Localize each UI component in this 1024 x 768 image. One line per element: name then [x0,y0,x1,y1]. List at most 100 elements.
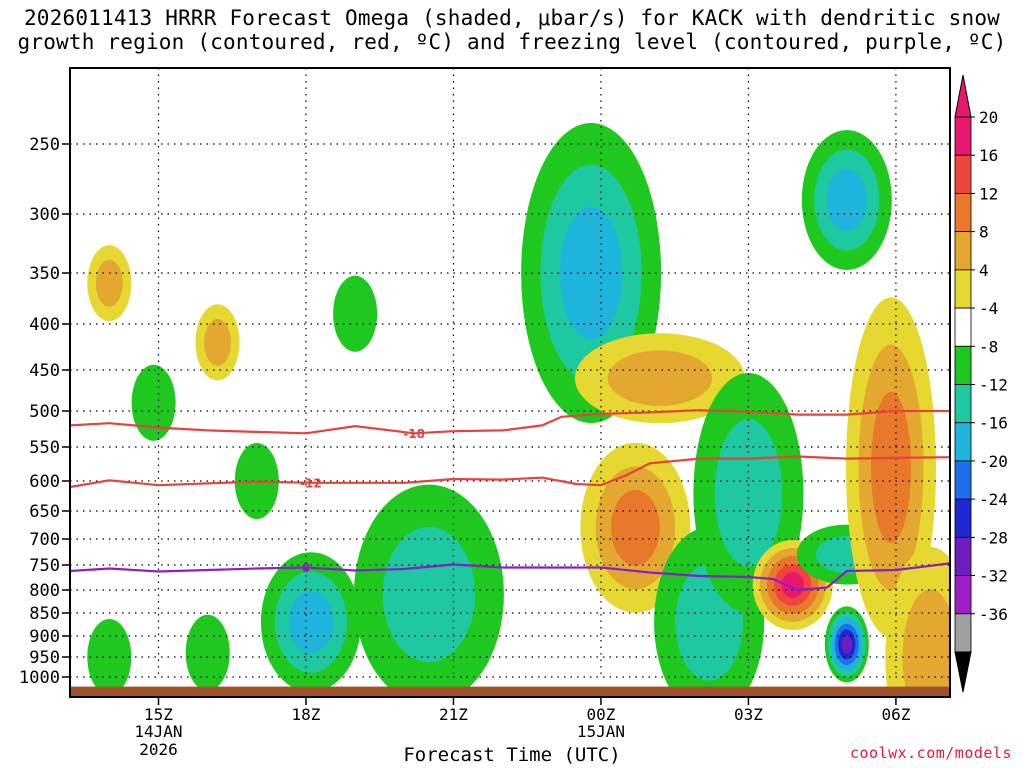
colorbar-label: 20 [979,108,998,127]
colorbar-top-arrow [954,74,972,118]
colorbar-label: 12 [979,184,998,203]
omega-contour-12 [871,391,911,543]
plot-frame [69,67,951,698]
colorbar-segment [954,345,972,385]
omega-region [574,333,745,424]
colorbar: 20 16 12 8 4 -4 -8 -12 -16 -20 -24 -28 -32 -36 [954,74,1008,693]
colorbar-segment [954,116,972,156]
colorbar-label: 8 [979,223,989,242]
plot-area [70,123,950,697]
omega-contour--16 [288,591,334,654]
colorbar-segment [954,575,972,615]
temperature-contours: -18 -12 0 [69,409,951,592]
colorbar-label: 4 [979,261,989,280]
colorbar-segment [954,307,972,347]
omega-region [885,547,950,697]
colorbar-segment [954,384,972,424]
y-axis: 250 300 350 400 450 500 550 600 650 700 750 800 850 9… [19,135,70,688]
y-tick-label: 900 [29,627,60,647]
omega-region [824,606,869,683]
x-tick-year: 2026 [139,740,178,759]
x-tick-date: 15JAN [577,722,625,741]
omega-contour--16 [826,168,867,232]
omega-contour--28 [841,635,853,654]
contour-2 [69,562,951,592]
colorbar-segment [954,536,972,576]
y-tick-label: 850 [29,604,60,624]
x-tick-label: 15Z [144,705,173,724]
grid-lines [70,68,950,678]
y-tick-label: 600 [29,472,60,492]
colorbar-segment [954,231,972,271]
colorbar-segment [954,269,972,309]
y-tick-label: 400 [29,315,60,335]
colorbar-label: -4 [979,299,998,318]
omega-region [131,364,176,441]
colorbar-label: -8 [979,337,998,356]
colorbar-segment [954,613,972,653]
x-tick-label: 18Z [292,705,321,724]
y-tick-label: 750 [29,556,60,576]
colorbar-segment [954,154,972,194]
y-tick-label: 1000 [19,668,60,688]
x-tick-label: 00Z [586,705,615,724]
omega-contour--12 [714,419,783,567]
contour-label: 0 [302,561,310,575]
y-tick-label: 650 [29,502,60,522]
y-tick-label: 700 [29,530,60,550]
x-tick-label: 06Z [881,705,910,724]
omega-region [195,304,240,381]
omega-contour-8 [607,350,713,406]
colorbar-label: -28 [979,528,1008,547]
chart-title: 2026011413 HRRR Forecast Omega (shaded, … [0,6,1024,54]
y-tick-label: 950 [29,648,60,668]
y-tick-label: 300 [29,205,60,225]
y-tick-label: 550 [29,438,60,458]
colorbar-label: -20 [979,452,1008,471]
contour-label: -18 [403,427,425,441]
omega-region [185,614,230,691]
contour-label: -12 [300,476,322,490]
colorbar-segment [954,460,972,500]
omega-contour--8 [185,614,230,691]
omega-region [87,245,132,322]
y-tick-label: 250 [29,135,60,155]
y-tick-label: 500 [29,402,60,422]
colorbar-label: -24 [979,490,1008,509]
x-tick-date: 14JAN [134,722,182,741]
omega-contour-8 [204,319,231,366]
ground-terrain [70,686,950,697]
omega-region [801,130,892,270]
colorbar-label: -12 [979,376,1008,395]
omega-region [846,297,936,638]
omega-contour-8 [95,259,123,307]
colorbar-segment [954,422,972,462]
omega-contour--8 [333,275,378,352]
colorbar-label: -36 [979,605,1008,624]
y-tick-label: 450 [29,361,60,381]
x-tick-label: 03Z [734,705,763,724]
source-link[interactable]: coolwx.com/models [849,744,1012,762]
x-axis-title: Forecast Time (UTC) [403,744,621,766]
contour-1 [69,455,951,489]
y-tick-label: 350 [29,264,60,284]
omega-contour-8 [902,589,950,697]
omega-region [333,275,378,352]
omega-contour-20 [781,572,805,598]
chart-title-line-1: 2026011413 HRRR Forecast Omega (shaded, … [23,6,1001,30]
x-tick-label: 21Z [439,705,468,724]
omega-contour--8 [131,364,176,441]
colorbar-bottom-arrow [954,651,972,693]
colorbar-label: -32 [979,567,1008,586]
omega-contour-12 [611,490,660,566]
omega-region [580,442,691,613]
colorbar-segment [954,498,972,538]
y-tick-label: 800 [29,581,60,601]
omega-region [353,484,504,697]
colorbar-label: 16 [979,146,998,165]
colorbar-segment [954,193,972,233]
chart-title-line-2: growth region (contoured, red, ºC) and f… [17,30,1007,54]
colorbar-label: -16 [979,414,1008,433]
